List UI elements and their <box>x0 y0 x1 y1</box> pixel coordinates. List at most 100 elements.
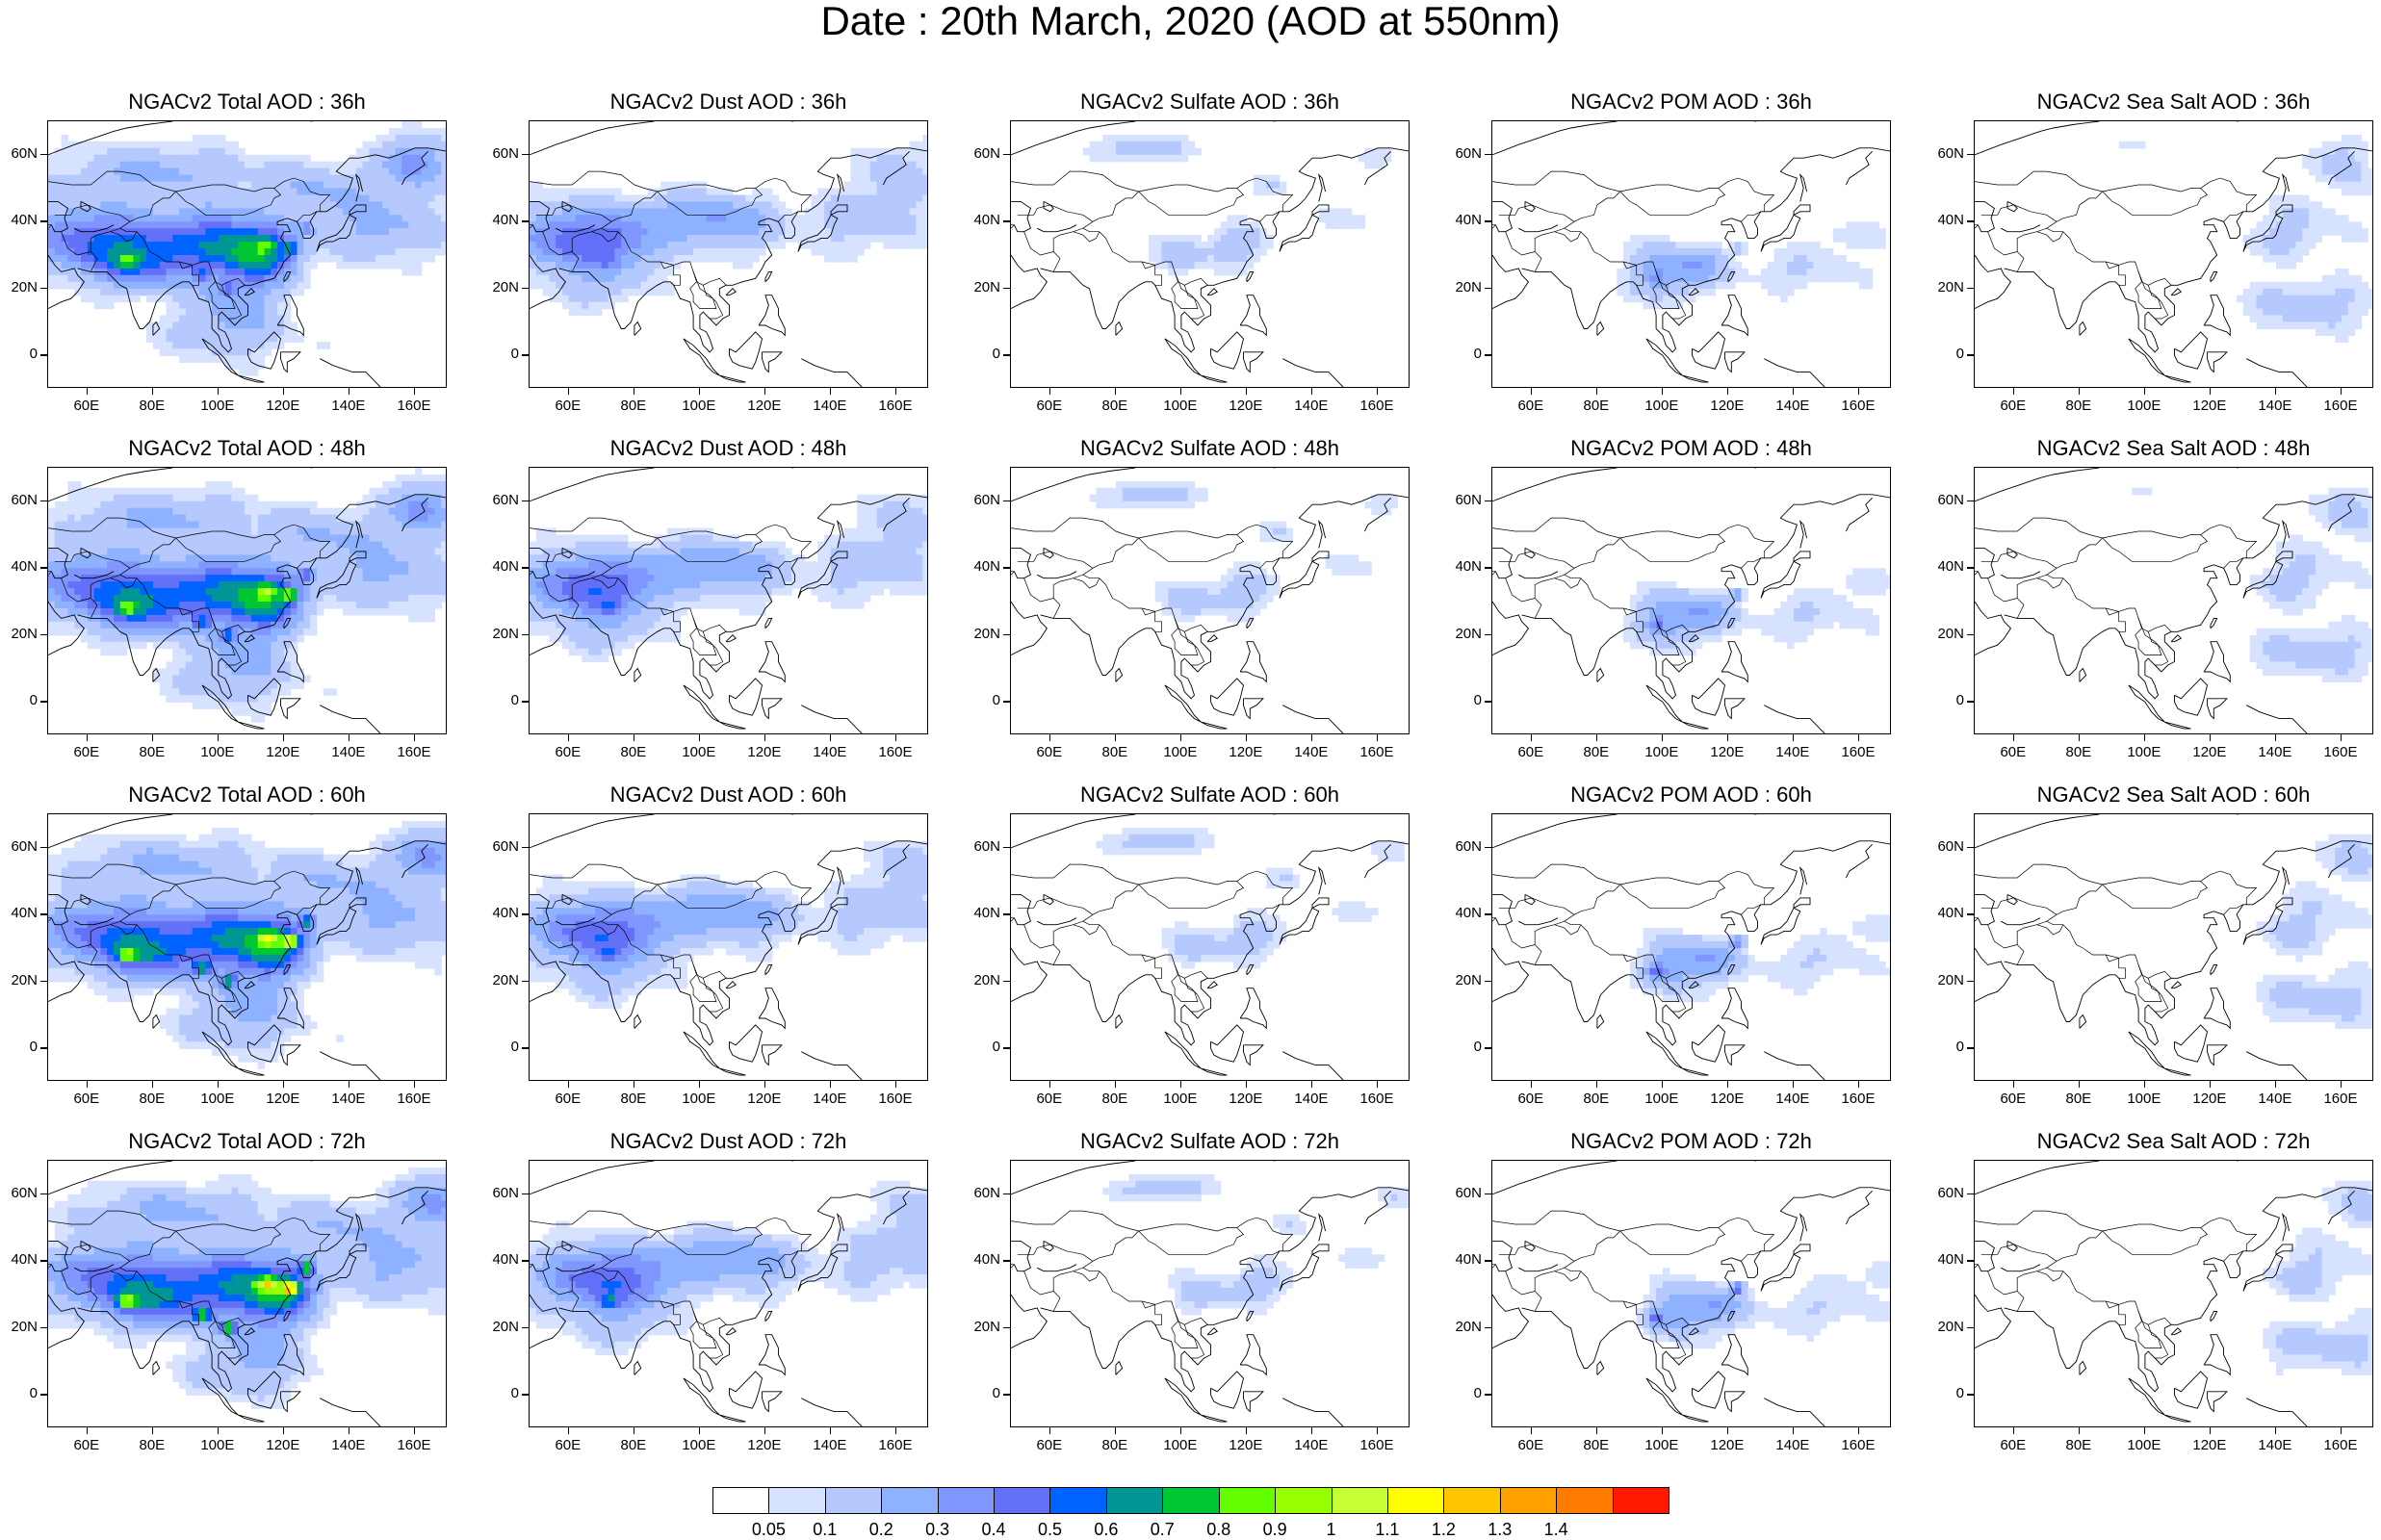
lon-tick-r2-c5: 140E <box>2258 744 2292 760</box>
lon-tick-mark-r1-c3 <box>1179 388 1182 395</box>
panel-title-r1-c3: NGACv2 Sulfate AOD : 36h <box>1079 90 1340 114</box>
lat-tick-mark-r2-c1 <box>40 500 47 502</box>
lon-tick-r2-c3: 160E <box>1359 744 1394 760</box>
lon-tick-mark-r2-c2 <box>633 734 635 741</box>
lon-tick-r4-c4: 160E <box>1841 1437 1876 1453</box>
lat-tick-r3-c4: 0 <box>1473 1039 1482 1056</box>
lon-tick-mark-r2-c2 <box>763 734 766 741</box>
lon-tick-mark-r4-c1 <box>413 1427 416 1434</box>
lon-tick-r1-c3: 160E <box>1359 398 1394 414</box>
lon-tick-mark-r1-c2 <box>763 388 766 395</box>
lon-tick-mark-r4-c5 <box>2143 1427 2146 1434</box>
lat-tick-mark-r1-c2 <box>522 153 529 156</box>
panel-title-r3-c2: NGACv2 Dust AOD : 60h <box>609 783 847 807</box>
coastlines-r3-c3 <box>1011 814 1409 1080</box>
lat-tick-mark-r3-c5 <box>1967 913 1974 915</box>
lon-tick-r2-c2: 160E <box>878 744 913 760</box>
lon-tick-mark-r2-c5 <box>2340 734 2342 741</box>
lat-tick-r2-c5: 0 <box>1955 692 1964 709</box>
lon-tick-mark-r1-c1 <box>151 388 154 395</box>
lon-tick-r4-c3: 120E <box>1229 1437 1263 1453</box>
lon-tick-r3-c1: 80E <box>139 1091 166 1107</box>
lat-tick-r1-c2: 60N <box>492 144 519 162</box>
colorbar-box <box>1499 1487 1558 1514</box>
lat-tick-mark-r2-c4 <box>1485 500 1491 502</box>
lat-tick-mark-r2-c3 <box>1003 701 1010 703</box>
coastlines-r3-c2 <box>530 814 927 1080</box>
lon-tick-mark-r4-c2 <box>894 1427 897 1434</box>
lat-tick-r2-c4: 60N <box>1455 491 1482 508</box>
lon-tick-mark-r1-c4 <box>1661 388 1664 395</box>
lon-tick-mark-r3-c4 <box>1661 1081 1664 1088</box>
lat-tick-mark-r4-c2 <box>522 1394 529 1396</box>
lon-tick-mark-r4-c5 <box>2209 1427 2212 1434</box>
lon-tick-r1-c4: 140E <box>1775 398 1810 414</box>
lon-tick-r4-c1: 160E <box>397 1437 431 1453</box>
lon-tick-r1-c5: 80E <box>2065 398 2092 414</box>
lat-tick-r1-c4: 0 <box>1473 346 1482 363</box>
lat-tick-r3-c2: 60N <box>492 837 519 855</box>
panel-title-r4-c4: NGACv2 POM AOD : 72h <box>1570 1129 1812 1153</box>
coastlines-r4-c1 <box>48 1161 446 1426</box>
lon-tick-r3-c4: 140E <box>1775 1091 1810 1107</box>
lat-tick-mark-r2-c4 <box>1485 567 1491 569</box>
lon-tick-mark-r2-c1 <box>151 734 154 741</box>
lon-tick-r3-c3: 80E <box>1101 1091 1128 1107</box>
lon-tick-mark-r3-c2 <box>698 1081 701 1088</box>
lat-tick-r3-c3: 20N <box>973 971 1000 988</box>
lon-tick-mark-r2-c2 <box>894 734 897 741</box>
lat-tick-r3-c5: 40N <box>1937 905 1964 922</box>
lon-tick-mark-r1-c1 <box>282 388 285 395</box>
lon-tick-mark-r1-c5 <box>2209 388 2212 395</box>
coastlines-r2-c4 <box>1492 468 1890 733</box>
lat-tick-mark-r1-c2 <box>522 354 529 356</box>
colorbar-box <box>994 1487 1051 1514</box>
lat-tick-r1-c2: 20N <box>492 278 519 295</box>
colorbar-label: 0.6 <box>1094 1520 1119 1539</box>
lat-tick-mark-r4-c5 <box>1967 1260 1974 1262</box>
lon-tick-r4-c1: 140E <box>331 1437 366 1453</box>
lat-tick-mark-r3-c2 <box>522 1047 529 1049</box>
lat-tick-mark-r1-c2 <box>522 220 529 222</box>
lon-tick-r2-c5: 160E <box>2323 744 2358 760</box>
lon-tick-mark-r3-c5 <box>2209 1081 2212 1088</box>
lon-tick-r2-c3: 100E <box>1163 744 1198 760</box>
lat-tick-r4-c2: 60N <box>492 1184 519 1201</box>
lon-tick-r2-c3: 140E <box>1294 744 1329 760</box>
lon-tick-r4-c2: 160E <box>878 1437 913 1453</box>
lat-tick-mark-r3-c2 <box>522 980 529 983</box>
coastlines-r1-c3 <box>1011 121 1409 387</box>
panel-title-r4-c5: NGACv2 Sea Salt AOD : 72h <box>2036 1129 2311 1153</box>
lat-tick-mark-r1-c2 <box>522 287 529 290</box>
lon-tick-mark-r3-c5 <box>2143 1081 2146 1088</box>
lon-tick-r4-c2: 140E <box>813 1437 847 1453</box>
map-panel-r3-c1 <box>47 813 447 1081</box>
lat-tick-r1-c3: 20N <box>973 278 1000 295</box>
lat-tick-r1-c5: 40N <box>1937 212 1964 229</box>
lat-tick-mark-r3-c2 <box>522 913 529 915</box>
lon-tick-r3-c1: 120E <box>266 1091 300 1107</box>
lon-tick-r1-c4: 100E <box>1644 398 1679 414</box>
lon-tick-mark-r2-c3 <box>1310 734 1313 741</box>
lat-tick-r2-c4: 0 <box>1473 692 1482 709</box>
lat-tick-mark-r2-c2 <box>522 500 529 502</box>
aod-field-r2-c4 <box>1492 468 1890 733</box>
lat-tick-r1-c3: 0 <box>992 346 1000 363</box>
lon-tick-r3-c4: 60E <box>1517 1091 1544 1107</box>
lat-tick-mark-r3-c3 <box>1003 1047 1010 1049</box>
lat-tick-r3-c2: 20N <box>492 971 519 988</box>
lon-tick-r3-c1: 60E <box>73 1091 100 1107</box>
colorbar-box <box>1162 1487 1220 1514</box>
map-panel-r1-c4 <box>1491 120 1891 388</box>
lon-tick-r1-c1: 140E <box>331 398 366 414</box>
panel-title-r4-c3: NGACv2 Sulfate AOD : 72h <box>1079 1129 1340 1153</box>
lon-tick-mark-r4-c5 <box>2012 1427 2015 1434</box>
lon-tick-mark-r1-c3 <box>1048 388 1051 395</box>
lat-tick-r2-c5: 60N <box>1937 491 1964 508</box>
lon-tick-mark-r4-c5 <box>2078 1427 2081 1434</box>
lat-tick-mark-r1-c1 <box>40 287 47 290</box>
lat-tick-mark-r4-c3 <box>1003 1394 1010 1396</box>
colorbar-box <box>1386 1487 1445 1514</box>
panel-title-r3-c4: NGACv2 POM AOD : 60h <box>1570 783 1812 807</box>
lon-tick-r3-c4: 160E <box>1841 1091 1876 1107</box>
